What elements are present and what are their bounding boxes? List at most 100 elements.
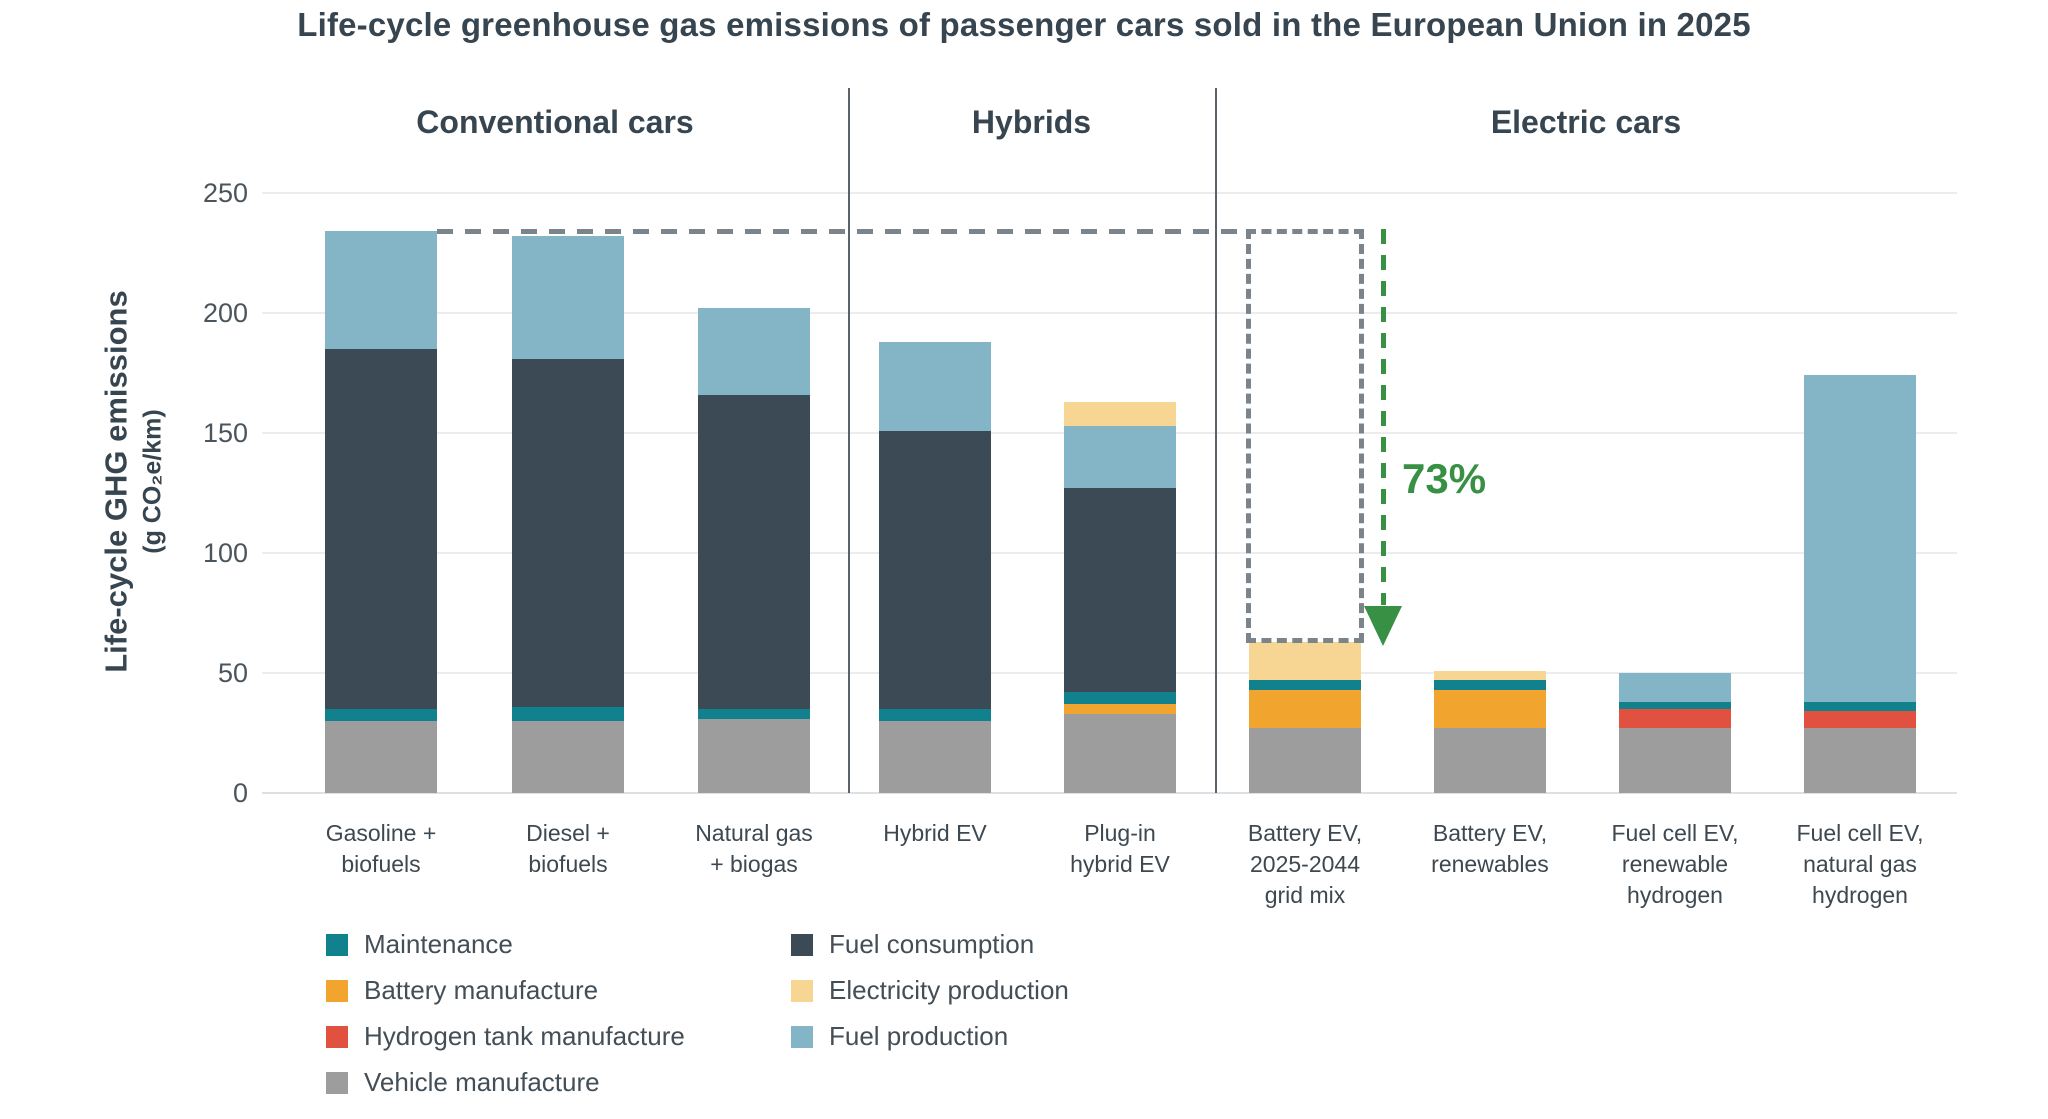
bar-segment-electricity-production <box>1434 670 1546 681</box>
bar-segment-battery-manufacture <box>1064 704 1176 714</box>
gridline-250 <box>262 192 1957 194</box>
bar-segment-vehicle-manufacture <box>1434 728 1546 793</box>
bar-battery-ev-2025-2044-grid-mix <box>1249 641 1361 793</box>
group-header-electric-cars: Electric cars <box>1490 104 1682 140</box>
legend-item-vehicle-manufacture: Vehicle manufacture <box>326 1067 600 1098</box>
bar-segment-fuel-production <box>1804 375 1916 702</box>
x-axis-label-line: biofuels <box>528 851 608 877</box>
x-axis-label-line: Battery EV, <box>1247 820 1363 846</box>
x-axis-label-gasoline-biofuels: Gasoline + biofuels <box>251 818 511 880</box>
group-header-hybrids: Hybrids <box>971 104 1092 140</box>
bar-segment-fuel-consumption <box>1064 488 1176 693</box>
x-axis-label-line: Natural gas <box>695 820 813 846</box>
bar-segment-maintenance <box>1249 680 1361 690</box>
y-tick-label-0: 0 <box>232 778 248 808</box>
bar-segment-maintenance <box>325 708 437 721</box>
legend-label: Hydrogen tank manufacture <box>364 1021 685 1051</box>
bar-segment-electricity-production <box>1249 641 1361 681</box>
bar-segment-maintenance <box>1434 680 1546 690</box>
bar-segment-fuel-production <box>512 236 624 359</box>
bar-segment-vehicle-manufacture <box>879 720 991 793</box>
bar-battery-ev-renewables <box>1434 670 1546 793</box>
bar-plug-in-hybrid-ev <box>1064 401 1176 793</box>
y-tick-label-150: 150 <box>202 418 248 448</box>
y-tick-label-100: 100 <box>202 538 248 568</box>
x-axis-label-line: hybrid EV <box>1070 851 1170 877</box>
x-axis-label-diesel-biofuels: Diesel + biofuels <box>438 818 698 880</box>
bar-segment-fuel-production <box>1619 673 1731 702</box>
x-axis-label-natural-gas-biogas: Natural gas + biogas <box>624 818 884 880</box>
y-tick-label-250: 250 <box>202 178 248 208</box>
bar-gasoline-biofuels <box>325 231 437 793</box>
x-axis-label-battery-ev-renewables: Battery EV, renewables <box>1360 818 1620 880</box>
bar-segment-maintenance <box>1064 692 1176 705</box>
legend-swatch-maintenance <box>326 933 348 956</box>
bar-segment-maintenance <box>1619 701 1731 709</box>
legend-item-maintenance: Maintenance <box>326 929 513 960</box>
bar-segment-hydrogen-tank-manufacture <box>1804 711 1916 729</box>
x-axis-label-line: Battery EV, <box>1432 820 1548 846</box>
x-axis-label-line: Hybrid EV <box>883 820 987 846</box>
x-axis-label-line: renewable <box>1621 851 1729 877</box>
bar-segment-maintenance <box>879 708 991 721</box>
legend-item-battery-manufacture: Battery manufacture <box>326 975 598 1006</box>
bar-segment-vehicle-manufacture <box>512 720 624 793</box>
bar-segment-fuel-production <box>698 308 810 395</box>
bar-diesel-biofuels <box>512 236 624 793</box>
y-tick-label-200: 200 <box>202 298 248 328</box>
legend-swatch-hydrogen-tank-manufacture <box>326 1025 348 1048</box>
x-axis-label-fuel-cell-ev-renewable-hydrogen: Fuel cell EV, renewable hydrogen <box>1545 818 1805 911</box>
bar-segment-fuel-consumption <box>698 394 810 709</box>
baseline-dashed-line <box>437 228 1248 234</box>
legend-swatch-vehicle-manufacture <box>326 1071 348 1094</box>
bar-segment-maintenance <box>512 706 624 721</box>
x-axis-label-battery-ev-2025-2044-grid-mix: Battery EV, 2025-2044 grid mix <box>1175 818 1435 911</box>
bar-segment-maintenance <box>1804 701 1916 712</box>
bar-segment-vehicle-manufacture <box>1249 728 1361 793</box>
bar-segment-vehicle-manufacture <box>325 720 437 793</box>
legend-label: Maintenance <box>364 929 513 959</box>
legend-swatch-fuel-production <box>791 1025 813 1048</box>
legend-label: Electricity production <box>829 975 1069 1005</box>
bar-segment-battery-manufacture <box>1434 689 1546 729</box>
bar-segment-vehicle-manufacture <box>1619 728 1731 793</box>
bar-segment-vehicle-manufacture <box>1064 713 1176 793</box>
x-axis-label-hybrid-ev: Hybrid EV <box>805 818 1065 849</box>
reduction-percent-label: 73% <box>1402 455 1487 502</box>
bar-segment-maintenance <box>698 708 810 719</box>
legend-item-fuel-consumption: Fuel consumption <box>791 929 1034 960</box>
bar-segment-vehicle-manufacture <box>698 718 810 793</box>
x-axis-label-line: + biogas <box>710 851 798 877</box>
bar-natural-gas-biogas <box>698 308 810 793</box>
x-axis-label-line: natural gas <box>1803 851 1917 877</box>
y-axis-title: Life-cycle GHG emissions (g CO₂e/km) <box>99 132 168 832</box>
x-axis-label-line: hydrogen <box>1812 882 1908 908</box>
bar-fuel-cell-ev-renewable-hydrogen <box>1619 673 1731 793</box>
bar-segment-fuel-production <box>879 341 991 431</box>
reduction-arrow-line <box>1381 228 1386 605</box>
x-axis-label-line: Fuel cell EV, <box>1796 820 1924 846</box>
legend-swatch-battery-manufacture <box>326 979 348 1002</box>
x-axis-label-line: 2025-2044 <box>1250 851 1360 877</box>
x-axis-label-plug-in-hybrid-ev: Plug-in hybrid EV <box>990 818 1250 880</box>
bar-segment-fuel-production <box>325 231 437 349</box>
gridline-200 <box>262 312 1957 314</box>
bar-fuel-cell-ev-natural-gas-hydrogen <box>1804 375 1916 793</box>
bar-segment-electricity-production <box>1064 401 1176 426</box>
bar-segment-vehicle-manufacture <box>1804 728 1916 793</box>
bar-segment-fuel-production <box>1064 425 1176 489</box>
x-axis-label-line: Plug-in <box>1084 820 1156 846</box>
legend-label: Battery manufacture <box>364 975 599 1005</box>
x-axis-label-line: hydrogen <box>1627 882 1723 908</box>
legend-swatch-fuel-consumption <box>791 933 813 956</box>
bar-segment-fuel-consumption <box>325 348 437 709</box>
bar-segment-fuel-consumption <box>879 430 991 709</box>
legend-swatch-electricity-production <box>791 979 813 1002</box>
legend-item-fuel-production: Fuel production <box>791 1021 1008 1052</box>
y-tick-label-50: 50 <box>217 658 248 688</box>
legend-label: Vehicle manufacture <box>364 1067 600 1097</box>
y-axis-title-main: Life-cycle GHG emissions <box>98 290 134 673</box>
legend-item-electricity-production: Electricity production <box>791 975 1069 1006</box>
bar-hybrid-ev <box>879 341 991 793</box>
